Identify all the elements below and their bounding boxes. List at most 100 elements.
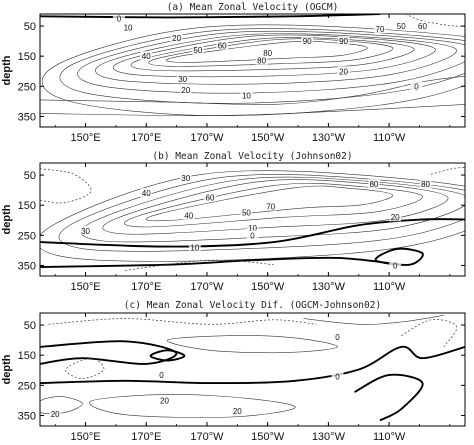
x-tick-label: 110°W	[373, 132, 406, 144]
contour-label: 20	[160, 396, 169, 405]
x-tick-label: 110°W	[373, 431, 406, 443]
x-tick-label: 150°E	[70, 431, 100, 443]
contour-label-bg	[79, 225, 92, 235]
x-tick-label: 130°W	[312, 132, 346, 144]
contour-label: 40	[184, 212, 193, 221]
contour-label: 0	[335, 333, 340, 342]
contour-label: 10	[124, 24, 133, 33]
contour-label: 40	[142, 52, 151, 61]
x-tick-label: 130°W	[312, 431, 346, 443]
contour-line	[40, 170, 465, 262]
contour-label: 0	[159, 371, 164, 380]
contour-label-bg	[170, 33, 183, 43]
y-tick-label: 250	[18, 230, 36, 242]
contour-label-bg	[301, 36, 314, 46]
contour-label-bg	[179, 84, 192, 94]
contour-label: 50	[193, 46, 202, 55]
contour-label-bg	[182, 210, 195, 220]
contour-line	[166, 40, 368, 63]
contour-line	[405, 14, 465, 27]
contour-label-bg	[216, 40, 229, 50]
y-tick-label: 250	[18, 380, 36, 392]
x-tick-label: 170°W	[190, 132, 224, 144]
contour-label: 80	[263, 49, 272, 58]
y-tick-label: 350	[18, 410, 36, 422]
contour-label: 20	[181, 86, 190, 95]
y-tick-label: 150	[18, 350, 36, 362]
plot-frame	[39, 162, 466, 277]
contour-line	[303, 315, 444, 325]
contour-label: 20	[233, 407, 242, 416]
y-axis-label: depth	[1, 204, 13, 234]
x-tick-label: 150°W	[251, 132, 285, 144]
contour-label-bg	[204, 192, 216, 202]
contour-label-bg	[240, 90, 253, 100]
contour-label-bg	[367, 179, 380, 189]
contour-line	[65, 357, 105, 379]
contour-label-bg	[140, 51, 153, 61]
x-tick-label: 110°W	[373, 281, 406, 293]
contour-line	[149, 349, 186, 362]
y-axis-label: depth	[1, 354, 13, 384]
contour-label: 60	[218, 42, 227, 51]
contour-label-bg	[337, 36, 350, 46]
contour-line	[40, 168, 92, 204]
contour-line	[59, 28, 465, 104]
x-tick-label: 170°E	[131, 431, 161, 443]
contour-label-bg	[374, 24, 386, 34]
contour-field: 0 0 0 20 20 20	[40, 315, 465, 422]
contour-line	[41, 24, 465, 117]
x-tick-label: 150°E	[70, 281, 100, 293]
contour-label: 30	[181, 174, 190, 183]
contour-label: 0	[250, 231, 255, 240]
contour-label-bg	[240, 207, 253, 217]
panel-c: (c) Mean Zonal Velocity Dif. (OGCM-Johns…	[1, 300, 466, 443]
contour-label: 50	[397, 22, 406, 31]
contour-line	[80, 176, 465, 243]
contour-label-bg	[158, 395, 171, 405]
y-tick-label: 350	[18, 111, 36, 123]
contour-label: 0	[393, 261, 398, 270]
contour-line	[167, 335, 338, 354]
contour-label-bg	[246, 222, 259, 232]
y-tick-label: 350	[18, 260, 36, 272]
y-tick-label: 50	[24, 320, 36, 332]
panel-a: (a) Mean Zonal Velocity (OGCM)0102040506…	[1, 2, 466, 144]
contour-line	[401, 319, 457, 348]
contour-label: 90	[339, 37, 348, 46]
contour-label: 60	[206, 194, 215, 203]
contour-label: 0	[117, 15, 122, 24]
contour-label: 40	[142, 189, 151, 198]
contour-label: 10	[190, 243, 199, 252]
contour-line	[95, 33, 457, 85]
contour-line	[130, 37, 415, 72]
x-tick-label: 170°E	[131, 132, 161, 144]
x-tick-label: 170°W	[190, 281, 224, 293]
contour-line	[354, 373, 424, 422]
contour-label-bg	[191, 45, 204, 55]
plot-frame	[39, 312, 466, 427]
contour-label: 10	[248, 224, 257, 233]
contour-label-bg	[331, 332, 344, 342]
panel-title: (b) Mean Zonal Velocity (Johnson02)	[152, 151, 352, 162]
contour-label-bg	[331, 371, 344, 381]
contour-label: 10	[242, 91, 251, 100]
contour-label: 90	[303, 37, 312, 46]
contour-label: 30	[178, 75, 187, 84]
contour-label-bg	[140, 188, 153, 198]
x-tick-label: 150°E	[70, 132, 100, 144]
y-tick-label: 250	[18, 81, 36, 93]
contour-label: 20	[339, 67, 348, 76]
contour-label-bg	[337, 66, 350, 76]
contour-label-bg	[255, 55, 268, 65]
contour-line	[40, 14, 381, 19]
contour-line	[58, 174, 465, 252]
contour-label-bg	[410, 81, 423, 91]
contour-line	[40, 396, 83, 414]
contour-label-bg	[155, 369, 168, 379]
x-tick-label: 170°W	[190, 431, 224, 443]
contour-line	[40, 256, 402, 268]
contour-label-bg	[179, 173, 192, 183]
